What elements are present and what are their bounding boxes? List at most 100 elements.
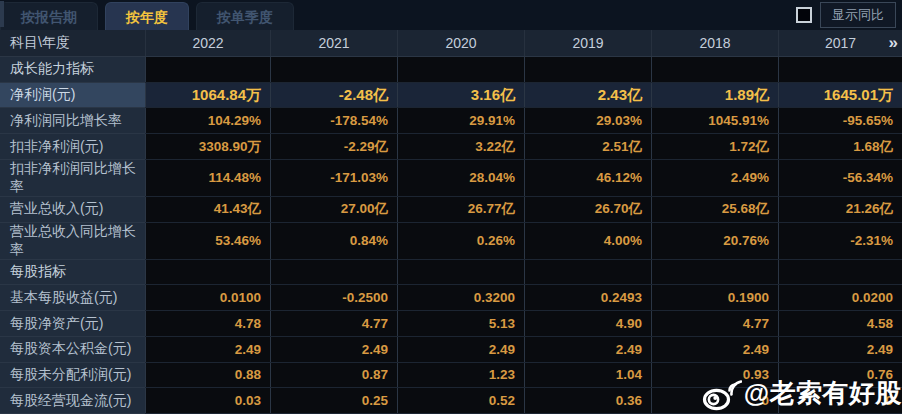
data-row: 每股未分配利润(元)0.880.871.231.040.930.76	[0, 363, 902, 389]
value-cell: -0.2500	[270, 285, 397, 310]
value-cell: 0.3200	[397, 285, 524, 310]
more-years-icon[interactable]: »	[889, 33, 896, 53]
data-row: 营业总收入(元)41.43亿27.00亿26.77亿26.70亿25.68亿21…	[0, 197, 902, 223]
value-cell: 4.77	[651, 311, 778, 336]
value-cell: 2.49	[397, 337, 524, 362]
section-row: 每股指标	[0, 260, 902, 286]
value-cell	[651, 260, 778, 285]
value-cell: 0.87	[270, 363, 397, 388]
value-cell: 21.26亿	[778, 197, 902, 222]
value-cell: 1045.91%	[651, 108, 778, 133]
value-cell	[651, 57, 778, 82]
data-row: 净利润同比增长率104.29%-178.54%29.91%29.03%1045.…	[0, 108, 902, 134]
value-cell	[270, 260, 397, 285]
value-cell: 5.13	[397, 311, 524, 336]
value-cell: 0.88	[145, 363, 270, 388]
value-cell	[778, 260, 902, 285]
year-column-header: 2017»	[778, 30, 902, 56]
value-cell: 4.90	[524, 311, 651, 336]
value-cell: -95.65%	[778, 108, 902, 133]
row-label: 扣非净利润同比增长率	[0, 160, 145, 197]
value-cell: 2.49	[651, 337, 778, 362]
value-cell: 2.49%	[651, 160, 778, 196]
value-cell: 0.25	[270, 388, 397, 413]
period-tab-bar: 按报告期 按年度 按单季度 显示同比	[0, 0, 902, 30]
value-cell: 2.51亿	[524, 134, 651, 159]
value-cell: -2.48亿	[270, 83, 397, 108]
value-cell: 2.49	[778, 337, 902, 362]
tab-by-year[interactable]: 按年度	[105, 2, 189, 30]
value-cell: 26.77亿	[397, 197, 524, 222]
row-label: 营业总收入(元)	[0, 197, 145, 223]
value-cell: 3308.90万	[145, 134, 270, 159]
table-header-row: 科目\年度 202220212020201920182017»	[0, 30, 902, 57]
value-cell: -2.29亿	[270, 134, 397, 159]
value-cell: 1.72亿	[651, 134, 778, 159]
value-cell: 0.93	[651, 363, 778, 388]
value-cell: 0.36	[524, 388, 651, 413]
row-label: 净利润同比增长率	[0, 108, 145, 134]
value-cell: 1.04	[524, 363, 651, 388]
value-cell: -178.54%	[270, 108, 397, 133]
value-cell: 20.76%	[651, 223, 778, 259]
show-yoy-label[interactable]: 显示同比	[820, 2, 896, 28]
value-cell: 114.48%	[145, 160, 270, 196]
left-edge-artifact	[0, 1, 4, 27]
show-yoy-checkbox[interactable]	[796, 7, 812, 23]
value-cell: 4.58	[778, 311, 902, 336]
value-cell: 0.84%	[270, 223, 397, 259]
value-cell: 3.22亿	[397, 134, 524, 159]
value-cell: 46.12%	[524, 160, 651, 196]
value-cell	[778, 57, 902, 82]
value-cell: -2.31%	[778, 223, 902, 259]
value-cell: 1.89亿	[651, 83, 778, 108]
value-cell: 1645.01万	[778, 83, 902, 108]
row-label: 每股未分配利润(元)	[0, 363, 145, 389]
data-row: 每股净资产(元)4.784.775.134.904.774.58	[0, 311, 902, 337]
value-cell: 1.68亿	[778, 134, 902, 159]
value-cell: 2.49	[524, 337, 651, 362]
value-cell: 26.70亿	[524, 197, 651, 222]
data-row: 扣非净利润(元)3308.90万-2.29亿3.22亿2.51亿1.72亿1.6…	[0, 134, 902, 160]
value-cell: -171.03%	[270, 160, 397, 196]
year-column-header: 2021	[270, 30, 397, 56]
tab-by-quarter[interactable]: 按单季度	[196, 2, 294, 30]
value-cell: 0.26%	[397, 223, 524, 259]
value-cell: 0	[651, 388, 778, 413]
year-column-header: 2018	[651, 30, 778, 56]
value-cell: 4.77	[270, 311, 397, 336]
value-cell: 4.00%	[524, 223, 651, 259]
value-cell	[397, 57, 524, 82]
data-row: 扣非净利润同比增长率114.48%-171.03%28.04%46.12%2.4…	[0, 160, 902, 197]
value-cell: 2.49	[145, 337, 270, 362]
value-cell: 4.78	[145, 311, 270, 336]
value-cell	[270, 57, 397, 82]
row-label: 每股指标	[0, 260, 145, 286]
value-cell: 1.23	[397, 363, 524, 388]
value-cell: 25.68亿	[651, 197, 778, 222]
value-cell: 28.04%	[397, 160, 524, 196]
value-cell: 29.91%	[397, 108, 524, 133]
data-row: 营业总收入同比增长率53.46%0.84%0.26%4.00%20.76%-2.…	[0, 223, 902, 260]
value-cell: 53.46%	[145, 223, 270, 259]
value-cell: 0.52	[397, 388, 524, 413]
value-cell: 0.03	[145, 388, 270, 413]
value-cell: 0.2493	[524, 285, 651, 310]
value-cell: 0	[778, 388, 902, 413]
value-cell: 104.29%	[145, 108, 270, 133]
value-cell	[524, 57, 651, 82]
data-row: 基本每股收益(元)0.0100-0.25000.32000.24930.1900…	[0, 285, 902, 311]
financial-data-panel: 按报告期 按年度 按单季度 显示同比 科目\年度 202220212020201…	[0, 0, 902, 414]
value-cell: 0.76	[778, 363, 902, 388]
value-cell	[145, 260, 270, 285]
value-cell: 2.49	[270, 337, 397, 362]
row-label: 每股净资产(元)	[0, 311, 145, 337]
value-cell: 29.03%	[524, 108, 651, 133]
value-cell	[397, 260, 524, 285]
value-cell	[145, 57, 270, 82]
tab-by-report-period[interactable]: 按报告期	[0, 2, 98, 30]
year-column-header: 2019	[524, 30, 651, 56]
value-cell: 0.0200	[778, 285, 902, 310]
value-cell: 0.1900	[651, 285, 778, 310]
row-label: 净利润(元)	[0, 83, 145, 109]
